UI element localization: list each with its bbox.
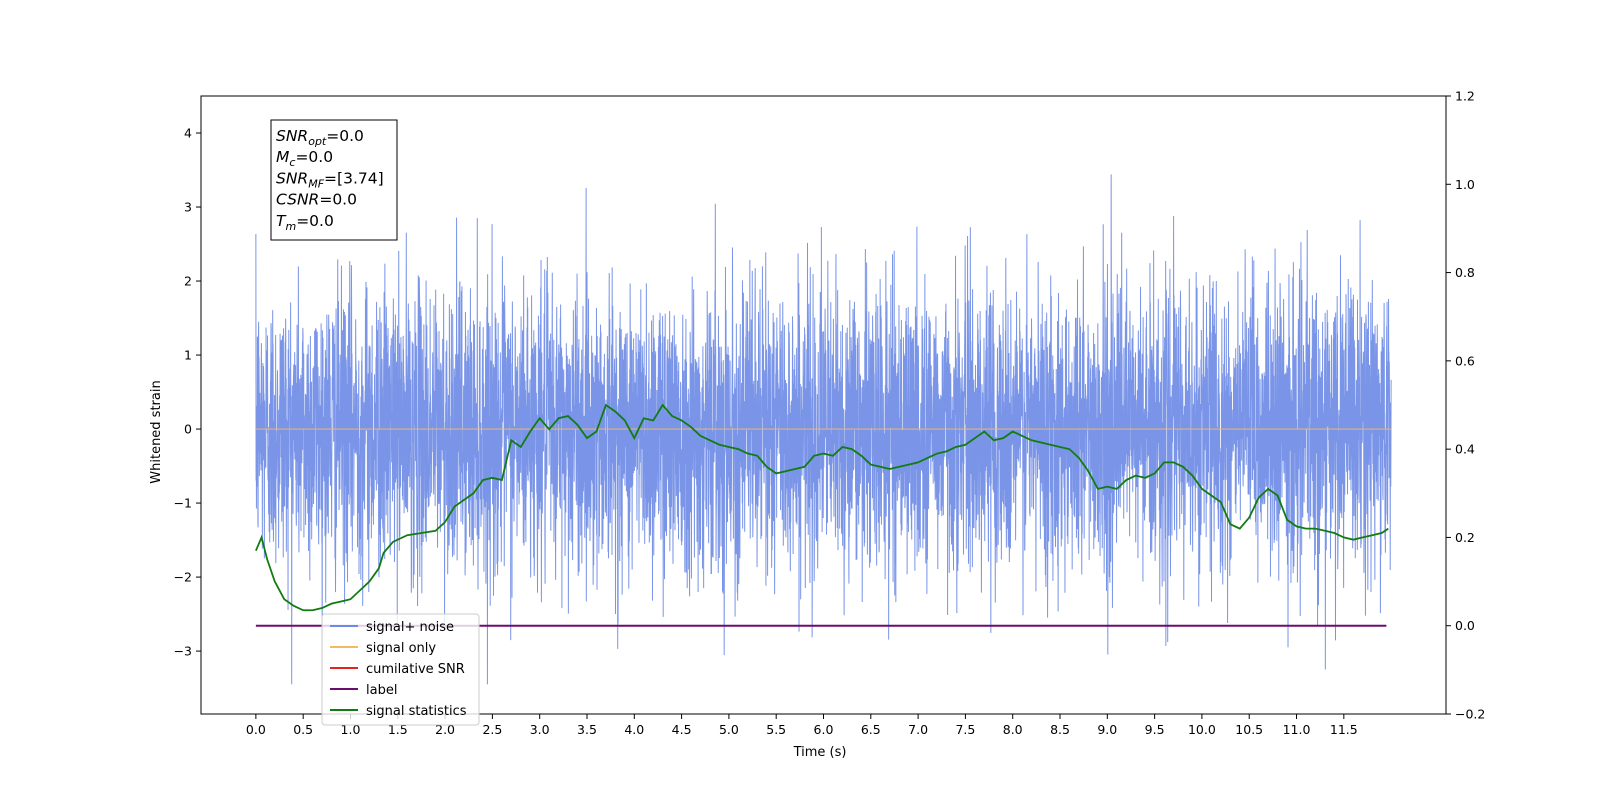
y2-tick-label: −0.2 xyxy=(1455,707,1485,722)
plot-area xyxy=(255,174,1392,685)
y2-tick-label: 1.2 xyxy=(1455,89,1475,104)
x-tick-label: 11.0 xyxy=(1283,722,1311,737)
x-tick-label: 7.5 xyxy=(955,722,975,737)
legend-label: signal+ noise xyxy=(366,620,454,635)
y2-tick-label: 0.8 xyxy=(1455,265,1475,280)
x-tick-label: 10.0 xyxy=(1188,722,1216,737)
annotation-line: Tm=0.0 xyxy=(276,212,334,233)
y-tick-label: −2 xyxy=(174,570,192,585)
x-tick-label: 3.5 xyxy=(577,722,597,737)
x-tick-label: 4.0 xyxy=(624,722,644,737)
y2-tick-label: 0.0 xyxy=(1455,618,1475,633)
x-tick-label: 2.0 xyxy=(435,722,455,737)
annotation-line: CSNR=0.0 xyxy=(276,191,357,209)
x-tick-label: 5.5 xyxy=(766,722,786,737)
y-tick-label: −3 xyxy=(174,644,192,659)
y-tick-label: 0 xyxy=(184,422,192,437)
x-tick-label: 2.5 xyxy=(482,722,502,737)
annotation-line: SNRopt=0.0 xyxy=(276,127,364,148)
legend-frame xyxy=(321,613,480,726)
x-tick-label: 3.0 xyxy=(530,722,550,737)
x-tick-label: 9.5 xyxy=(1145,722,1165,737)
legend-label: label xyxy=(366,683,397,698)
legend: signal+ noise signal only cumilative SNR la… xyxy=(321,613,480,726)
legend-label: signal only xyxy=(366,641,436,656)
x-tick-label: 0.0 xyxy=(246,722,266,737)
y-axis-label: Whitened strain xyxy=(149,380,164,483)
annotation-line: Mc=0.0 xyxy=(276,148,333,169)
x-tick-label: 0.5 xyxy=(293,722,313,737)
axes: 0.0 0.5 1.0 1.5 2.0 2.5 3.0 3.5 4.0 4.5 5.0 5.5 6.0 6… xyxy=(174,89,1486,738)
x-tick-label: 5.0 xyxy=(719,722,739,737)
y-tick-label: 1 xyxy=(184,348,192,363)
x-tick-label: 8.0 xyxy=(1003,722,1023,737)
y2-tick-label: 0.6 xyxy=(1455,353,1475,368)
x-tick-label: 10.5 xyxy=(1235,722,1263,737)
y2-tick-label: 1.0 xyxy=(1455,177,1475,192)
y-tick-label: −1 xyxy=(174,496,192,511)
x-tick-label: 4.5 xyxy=(672,722,692,737)
signal-noise-line xyxy=(255,174,1392,685)
x-axis-label: Time (s) xyxy=(793,745,847,760)
x-tick-label: 11.5 xyxy=(1330,722,1358,737)
annotation-line: SNRMF=[3.74] xyxy=(276,169,384,190)
x-tick-label: 6.0 xyxy=(814,722,834,737)
x-tick-label: 1.5 xyxy=(388,722,408,737)
legend-label: signal statistics xyxy=(366,704,467,719)
x-tick-label: 8.5 xyxy=(1050,722,1070,737)
signal-statistics-line xyxy=(255,403,1389,612)
y-tick-label: 3 xyxy=(184,200,192,215)
y2-tick-label: 0.2 xyxy=(1455,530,1475,545)
annotation-frame xyxy=(270,119,398,241)
x-tick-label: 6.5 xyxy=(861,722,881,737)
x-tick-label: 7.0 xyxy=(908,722,928,737)
legend-label: cumilative SNR xyxy=(366,662,465,677)
y-tick-label: 4 xyxy=(184,126,192,141)
x-tick-label: 9.0 xyxy=(1097,722,1117,737)
y2-tick-label: 0.4 xyxy=(1455,442,1475,457)
x-tick-label: 1.0 xyxy=(341,722,361,737)
y-tick-label: 2 xyxy=(184,274,192,289)
